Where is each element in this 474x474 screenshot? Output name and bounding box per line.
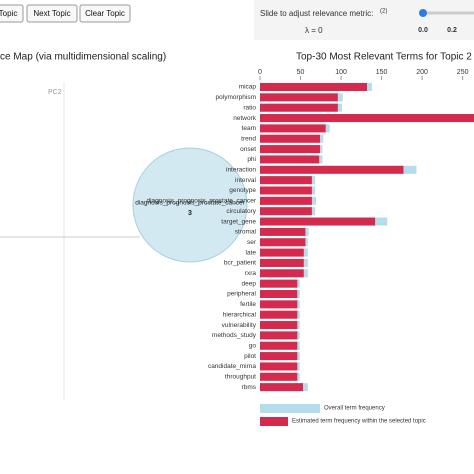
hover-term: diagnosis_prognosis_prostate_cancer <box>135 200 245 207</box>
term-label: go <box>249 342 257 349</box>
slider-knob[interactable] <box>419 9 427 17</box>
term-label: circulatory <box>226 208 256 215</box>
bar <box>260 238 306 247</box>
bar <box>260 321 298 330</box>
legend-swatch <box>260 417 288 426</box>
legend-swatch <box>260 404 320 413</box>
map-title: ce Map (via multidimensional scaling) <box>0 52 166 63</box>
legend-label: Overall term frequency <box>324 406 385 412</box>
bar <box>260 124 326 133</box>
topic-bubble[interactable] <box>132 147 248 263</box>
x-tick-label: 150 <box>376 69 388 76</box>
x-tick-label: 50 <box>297 69 305 76</box>
prev-button[interactable]: Topic <box>0 4 24 23</box>
x-tick-label: 250 <box>457 69 469 76</box>
x-tick-label: 100 <box>335 69 347 76</box>
bar <box>260 155 320 164</box>
bar <box>260 207 312 216</box>
slider-tick: 0.2 <box>447 27 457 34</box>
term-label: pilot <box>244 353 256 360</box>
term-label: fertile <box>240 301 256 308</box>
term-label: throughput <box>225 374 256 381</box>
term-label: methods_study <box>212 332 257 339</box>
x-tick-label: 200 <box>416 69 428 76</box>
bar <box>260 341 298 350</box>
button-label: Topic <box>0 9 17 18</box>
button-label: Next Topic <box>33 9 70 18</box>
bar <box>260 134 320 143</box>
term-label: candidate_mirna <box>208 363 256 370</box>
bar <box>260 352 298 361</box>
term-label: hierarchical <box>223 311 257 318</box>
term-label: rbms <box>242 384 257 391</box>
bar <box>260 145 320 154</box>
term-label: vulnerability <box>222 322 257 329</box>
bar <box>260 217 376 226</box>
term-label: polymorphism <box>216 94 256 101</box>
chart-title: Top-30 Most Relevant Terms for Topic 2 ( <box>296 52 474 63</box>
slider-tick: 0.0 <box>418 27 428 34</box>
control-panel <box>254 0 474 40</box>
bar <box>260 83 367 91</box>
term-label: trend <box>241 135 256 142</box>
bar <box>260 196 312 205</box>
term-label: onset <box>240 146 256 153</box>
clear-button[interactable]: Clear Topic <box>79 4 131 23</box>
slider-note: (2) <box>380 9 387 15</box>
bar <box>260 248 304 257</box>
bar <box>260 227 306 236</box>
bar <box>260 290 298 298</box>
bar <box>260 165 404 174</box>
term-label: team <box>242 125 256 132</box>
term-label: micap <box>239 84 257 91</box>
bar <box>260 331 298 340</box>
lambda-value: λ = 0 <box>305 26 323 35</box>
term-label: stromal <box>235 229 257 236</box>
bar <box>260 269 304 278</box>
legend-label: Estimated term frequency within the sele… <box>292 419 426 425</box>
bar <box>260 279 298 288</box>
term-label: ser <box>247 239 257 246</box>
next-button[interactable]: Next Topic <box>26 4 78 23</box>
term-label: rxra <box>245 270 257 277</box>
bar <box>260 176 312 185</box>
term-label: interval <box>235 177 257 184</box>
bar <box>260 103 338 112</box>
slider-label: Slide to adjust relevance metric: <box>260 9 373 18</box>
term-label: genotype <box>229 187 256 194</box>
term-label: peripheral <box>227 291 256 298</box>
bar <box>260 186 312 195</box>
x-tick-label: 0 <box>258 69 262 76</box>
term-label: interaction <box>226 167 256 174</box>
term-label: target_gene <box>221 218 256 225</box>
button-label: Clear Topic <box>85 9 125 18</box>
map-axis-label: PC2 <box>48 89 62 96</box>
bar <box>260 93 338 102</box>
term-label: phi <box>247 156 256 163</box>
bar <box>260 300 298 309</box>
term-label: late <box>246 249 257 256</box>
term-label: ratio <box>243 104 256 111</box>
bar <box>260 114 474 123</box>
bar <box>260 383 303 392</box>
bar <box>260 372 298 381</box>
bubble-label: 3 <box>188 210 192 217</box>
bar <box>260 258 304 267</box>
bar <box>260 362 298 371</box>
term-label: deep <box>242 280 257 287</box>
term-label: diagnosis_prognosis_prostate_cancer <box>147 198 257 205</box>
term-label: network <box>233 115 257 122</box>
term-label: bcr_patient <box>224 260 256 267</box>
bar <box>260 310 298 319</box>
